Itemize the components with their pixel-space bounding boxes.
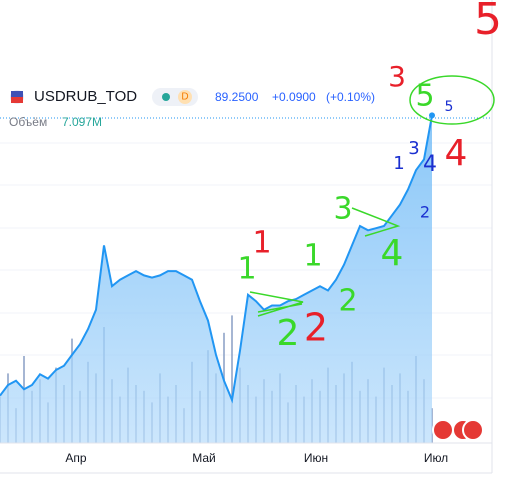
drawings — [249, 75, 495, 317]
x-tick-label: Апр — [65, 451, 87, 465]
annotation: 1 — [393, 153, 404, 174]
last-price: 89.2500 — [215, 90, 259, 104]
last-point — [429, 112, 435, 119]
annotation: 2 — [277, 313, 300, 354]
x-tick-label: Июл — [424, 451, 448, 465]
annotation: 4 — [445, 133, 468, 174]
annotation: 3 — [388, 60, 406, 93]
area-fill — [0, 115, 432, 444]
annotation: 5 — [474, 0, 502, 45]
annotation: 5 — [445, 99, 454, 115]
price-line — [0, 115, 433, 404]
annotation: 2 — [338, 284, 357, 319]
annotation: 1 — [303, 239, 322, 274]
symbol: USDRUB_TOD — [34, 88, 137, 105]
flag-part — [11, 97, 23, 103]
volume-value: 7.097M — [62, 115, 102, 129]
triangle-drawing — [249, 291, 304, 317]
volume-bar — [231, 315, 233, 443]
x-tick-label: Июн — [304, 451, 328, 465]
annotation: 5 — [415, 79, 434, 114]
interval-bg — [178, 90, 192, 104]
annotation: 3 — [333, 192, 352, 227]
annotation: 3 — [408, 138, 419, 159]
volume-label: Объём — [9, 115, 47, 129]
annotation: 4 — [381, 233, 404, 274]
annotation: 1 — [237, 252, 256, 287]
header: USDRUB_TOD D 89.2500 +0.0900 (+0.10%) Об… — [9, 88, 375, 129]
annotation: 4 — [423, 152, 437, 177]
annotation: 2 — [420, 203, 430, 222]
interval: D — [181, 92, 188, 103]
change: +0.0900 — [272, 90, 316, 104]
change-percent: (+0.10%) — [326, 90, 375, 104]
annotation: 2 — [304, 306, 328, 350]
flag-part — [11, 91, 23, 97]
status-dot — [162, 93, 170, 101]
circle-drawing — [409, 75, 495, 125]
flags — [432, 419, 484, 441]
annotation: 1 — [252, 226, 271, 261]
x-tick-label: Май — [192, 451, 216, 465]
triangle-drawing — [351, 207, 401, 237]
